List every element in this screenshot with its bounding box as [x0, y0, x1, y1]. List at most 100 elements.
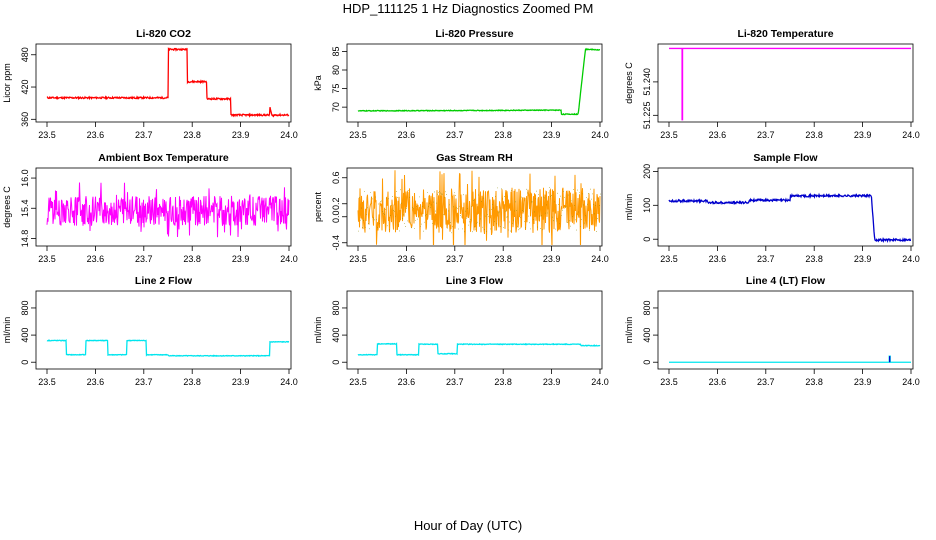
- y-axis-label: kPa: [313, 75, 323, 91]
- x-tick-label: 23.5: [349, 130, 367, 140]
- y-tick-label: 51.225: [642, 102, 652, 130]
- series-line: [357, 342, 601, 357]
- series-line: [46, 182, 290, 238]
- chart-panel: Line 2 Flow ml/min 0 400 800 23.5 23.6 23.7 23.8…: [2, 275, 298, 387]
- x-tick-label: 23.9: [543, 377, 561, 387]
- y-tick-label: 480: [20, 47, 30, 62]
- y-tick-label: 400: [20, 328, 30, 343]
- chart-title: Li-820 CO2: [136, 28, 191, 40]
- x-tick-label: 23.5: [660, 377, 678, 387]
- x-tick-label: 23.8: [183, 254, 201, 264]
- x-tick-label: 23.5: [349, 377, 367, 387]
- series: [46, 338, 290, 358]
- x-tick-label: 23.9: [854, 130, 872, 140]
- y-tick-label: 80: [331, 65, 341, 75]
- y-axis-label: ml/min: [313, 317, 323, 344]
- x-tick-label: 23.9: [232, 377, 250, 387]
- chart-title: Line 4 (LT) Flow: [746, 275, 826, 287]
- x-tick-label: 24.0: [902, 254, 920, 264]
- chart-panel: Li-820 Pressure kPa 70 75 80 85 23.5 23.6 23.7 23…: [313, 28, 609, 140]
- chart-panel: Ambient Box Temperature degrees C 14.8 15.4…: [2, 152, 298, 264]
- x-tick-label: 23.5: [38, 254, 56, 264]
- x-tick-label: 23.5: [349, 254, 367, 264]
- y-tick-label: 75: [331, 84, 341, 94]
- x-tick-label: 23.6: [709, 377, 727, 387]
- chart-panel: Line 4 (LT) Flow ml/min 0 400 800 23.5 23.6 23.…: [624, 275, 920, 387]
- series-line: [668, 192, 912, 244]
- x-tick-label: 23.6: [709, 254, 727, 264]
- x-tick-label: 23.7: [446, 377, 464, 387]
- y-tick-label: 200: [642, 164, 652, 179]
- x-tick-label: 23.8: [805, 254, 823, 264]
- y-tick-label: 0.2: [331, 197, 341, 210]
- x-tick-label: 24.0: [591, 377, 609, 387]
- x-tick-label: 23.7: [135, 377, 153, 387]
- plot-frame: [657, 167, 914, 247]
- x-tick-label: 23.7: [757, 254, 775, 264]
- x-tick-label: 23.6: [87, 254, 105, 264]
- series-line: [669, 47, 911, 121]
- x-axis-caption: Hour of Day (UTC): [413, 518, 523, 533]
- x-tick-label: 23.6: [398, 130, 416, 140]
- y-tick-label: 14.8: [20, 230, 30, 248]
- series: [46, 47, 290, 118]
- chart-panel: Li-820 Temperature degrees C 51.225 51.240 2…: [624, 28, 920, 140]
- x-tick-label: 23.9: [543, 130, 561, 140]
- x-tick-label: 23.6: [398, 254, 416, 264]
- x-tick-label: 23.7: [446, 130, 464, 140]
- y-tick-label: 800: [331, 300, 341, 315]
- x-tick-label: 23.7: [757, 130, 775, 140]
- y-tick-label: 800: [20, 300, 30, 315]
- page-title: HDP_111125 1 Hz Diagnostics Zoomed PM: [342, 1, 594, 16]
- chart-title: Sample Flow: [753, 152, 818, 164]
- series: [669, 47, 911, 121]
- x-tick-label: 24.0: [591, 130, 609, 140]
- y-tick-label: 0: [331, 360, 341, 365]
- y-tick-label: 0: [642, 360, 652, 365]
- x-tick-label: 24.0: [902, 377, 920, 387]
- y-tick-label: 85: [331, 46, 341, 56]
- chart-title: Li-820 Pressure: [435, 28, 513, 40]
- chart-title: Li-820 Temperature: [737, 28, 833, 40]
- chart-title: Ambient Box Temperature: [98, 152, 229, 164]
- chart-title: Line 2 Flow: [135, 275, 193, 287]
- x-tick-label: 24.0: [591, 254, 609, 264]
- x-tick-label: 23.6: [709, 130, 727, 140]
- y-axis-label: Licor ppm: [2, 63, 12, 103]
- x-tick-label: 23.6: [398, 377, 416, 387]
- chart-panel: Line 3 Flow ml/min 0 400 800 23.5 23.6 23.7 23.8…: [313, 275, 609, 387]
- plot-frame: [346, 167, 603, 247]
- series-line: [357, 47, 601, 116]
- y-axis-label: degrees C: [624, 62, 634, 104]
- x-tick-label: 23.8: [494, 130, 512, 140]
- chart-title: Line 3 Flow: [446, 275, 504, 287]
- x-tick-label: 23.5: [660, 254, 678, 264]
- chart-panel: Sample Flow ml/min 0 100 200 23.5 23.6 23.7 23.8…: [624, 152, 920, 264]
- x-tick-label: 23.8: [805, 377, 823, 387]
- x-tick-label: 23.9: [232, 130, 250, 140]
- plot-frame: [657, 43, 914, 123]
- y-tick-label: 0: [20, 360, 30, 365]
- series-line: [669, 355, 911, 363]
- series-line: [46, 338, 290, 358]
- x-tick-label: 23.8: [494, 254, 512, 264]
- x-tick-label: 23.9: [854, 377, 872, 387]
- x-tick-label: 23.7: [135, 254, 153, 264]
- series-line: [357, 170, 601, 245]
- y-tick-label: 0.0: [331, 210, 341, 223]
- x-tick-label: 24.0: [280, 254, 298, 264]
- chart-panel: Li-820 CO2 Licor ppm 360 420 480 23.5 23.6 23.7…: [2, 28, 298, 140]
- plot-frame: [35, 167, 292, 247]
- x-tick-label: 23.5: [38, 377, 56, 387]
- plot-frame: [657, 290, 914, 370]
- x-tick-label: 23.5: [38, 130, 56, 140]
- y-tick-label: 360: [20, 112, 30, 127]
- x-tick-label: 24.0: [280, 377, 298, 387]
- y-tick-label: 800: [642, 300, 652, 315]
- series: [357, 47, 601, 116]
- y-tick-label: 100: [642, 198, 652, 213]
- y-tick-label: 16.0: [20, 169, 30, 187]
- x-tick-label: 23.7: [135, 130, 153, 140]
- y-tick-label: -0.4: [331, 235, 341, 251]
